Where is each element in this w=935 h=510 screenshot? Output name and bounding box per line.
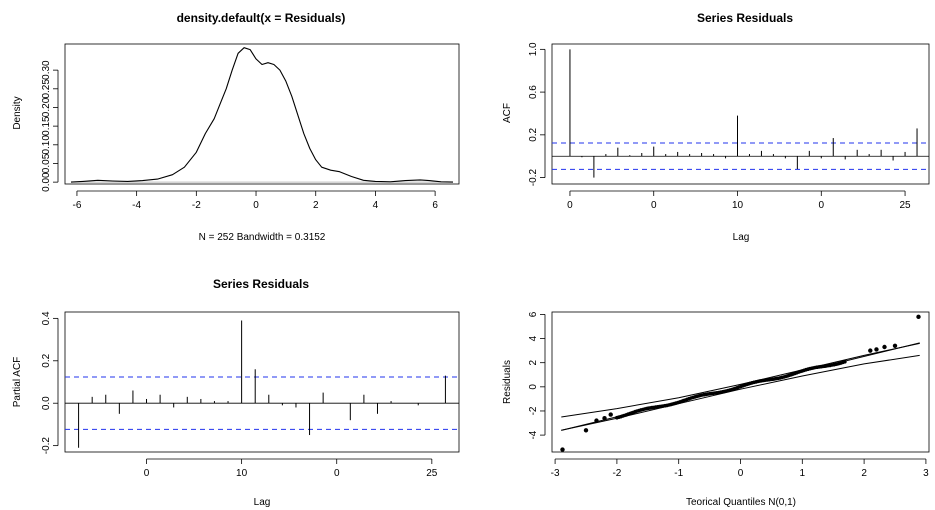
y-tick-label: 0.05: [41, 153, 52, 173]
x-tick-label: 4: [373, 200, 379, 211]
y-tick-label: 0.25: [41, 79, 52, 99]
y-tick-label: 4: [528, 335, 539, 341]
x-tick-label: -1: [674, 468, 683, 479]
density-curve: [70, 47, 454, 183]
pacf-panel: Series Residuals Lag Partial ACF 0 10 0 25 -…: [12, 277, 460, 508]
qq-point: [868, 348, 873, 353]
y-tick-label: 0.2: [41, 353, 52, 367]
density-plot-frame: [64, 43, 460, 185]
x-tick-label: 25: [900, 200, 912, 211]
y-tick-label: 0.6: [528, 85, 539, 99]
x-tick-label: 0: [334, 468, 340, 479]
y-tick-label: 2: [528, 359, 539, 365]
pacf-x-label: Lag: [254, 497, 271, 508]
acf-x-label: Lag: [733, 232, 750, 243]
x-tick-label: 3: [923, 468, 929, 479]
x-tick-label: 2: [861, 468, 867, 479]
y-tick-label: 0.10: [41, 135, 52, 155]
pacf-title: Series Residuals: [213, 277, 309, 291]
qq-panel: Teorical Quantiles N(0,1) Residuals -3 -2…: [502, 311, 930, 508]
x-tick-label: 2: [313, 200, 319, 211]
y-tick-label: 0.4: [41, 311, 52, 325]
density-x-label: N = 252 Bandwidth = 0.3152: [199, 232, 326, 243]
qq-point: [602, 416, 607, 421]
qq-point: [874, 347, 879, 352]
x-tick-label: -2: [192, 200, 201, 211]
qq-envelope-lower: [561, 354, 920, 431]
y-tick-label: -4: [528, 430, 539, 439]
acf-panel: Series Residuals Lag ACF 0 0 10 0 25 -0.2 0.2 0…: [502, 11, 930, 243]
x-tick-label: -6: [72, 200, 81, 211]
x-tick-label: 0: [253, 200, 259, 211]
x-tick-label: 0: [738, 468, 744, 479]
y-tick-label: 0: [528, 384, 539, 390]
qq-point: [608, 412, 613, 417]
qq-point: [594, 418, 599, 423]
x-tick-label: 0: [144, 468, 150, 479]
y-tick-label: 0.30: [41, 60, 52, 80]
qq-plot-frame: [551, 311, 930, 453]
x-tick-label: 0: [819, 200, 825, 211]
y-tick-label: 0.15: [41, 116, 52, 136]
y-tick-label: 0.0: [41, 396, 52, 410]
qq-point: [892, 343, 898, 348]
qq-x-label: Teorical Quantiles N(0,1): [686, 497, 796, 508]
y-tick-label: 6: [528, 311, 539, 317]
y-tick-label: -0.2: [528, 169, 539, 187]
qq-y-label: Residuals: [502, 360, 513, 404]
qq-point: [843, 359, 847, 364]
acf-plot-frame: [551, 43, 930, 185]
qq-point: [916, 314, 921, 320]
y-tick-label: 0.2: [528, 127, 539, 141]
pacf-y-label: Partial ACF: [12, 357, 23, 408]
pacf-plot-frame: [64, 311, 460, 453]
y-tick-label: -2: [528, 406, 539, 415]
x-tick-label: 1: [800, 468, 806, 479]
x-tick-label: -2: [612, 468, 621, 479]
y-tick-label: -0.2: [41, 437, 52, 455]
qq-point: [583, 428, 589, 433]
x-tick-label: 25: [426, 468, 438, 479]
y-tick-label: 0.00: [41, 172, 52, 192]
density-panel: density.default(x = Residuals) N = 252 B…: [12, 11, 460, 243]
x-tick-label: 0: [651, 200, 657, 211]
x-tick-label: 10: [732, 200, 744, 211]
density-title: density.default(x = Residuals): [177, 11, 346, 25]
acf-title: Series Residuals: [697, 11, 793, 25]
x-tick-label: -4: [132, 200, 141, 211]
x-tick-label: 0: [567, 200, 573, 211]
qq-point: [882, 344, 887, 350]
density-y-label: Density: [12, 96, 23, 129]
y-tick-label: 1.0: [528, 42, 539, 56]
x-tick-label: 6: [432, 200, 438, 211]
acf-y-label: ACF: [502, 103, 513, 123]
x-tick-label: -3: [551, 468, 560, 479]
y-tick-label: 0.20: [41, 97, 52, 117]
qq-envelope-upper: [561, 342, 920, 418]
qq-point: [560, 447, 565, 452]
x-tick-label: 10: [236, 468, 248, 479]
